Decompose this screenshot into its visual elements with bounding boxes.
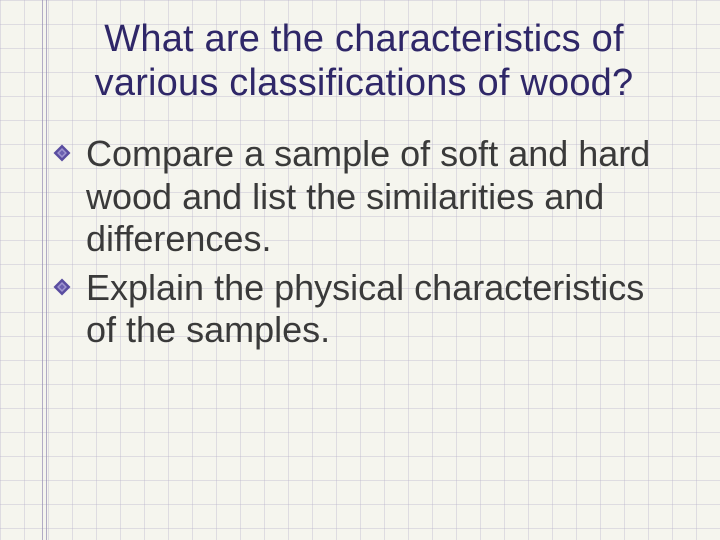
list-item: Explain the physical characteristics of … [52, 267, 680, 352]
diamond-bullet-icon [52, 277, 72, 297]
list-item: Compare a sample of soft and hard wood a… [52, 133, 680, 260]
slide-container: What are the characteristics of various … [0, 0, 720, 540]
diamond-bullet-icon [52, 143, 72, 163]
bullet-text: Compare a sample of soft and hard wood a… [86, 133, 650, 259]
bullet-list: Compare a sample of soft and hard wood a… [48, 133, 680, 351]
slide-title: What are the characteristics of various … [68, 18, 660, 105]
bullet-text: Explain the physical characteristics of … [86, 267, 644, 350]
